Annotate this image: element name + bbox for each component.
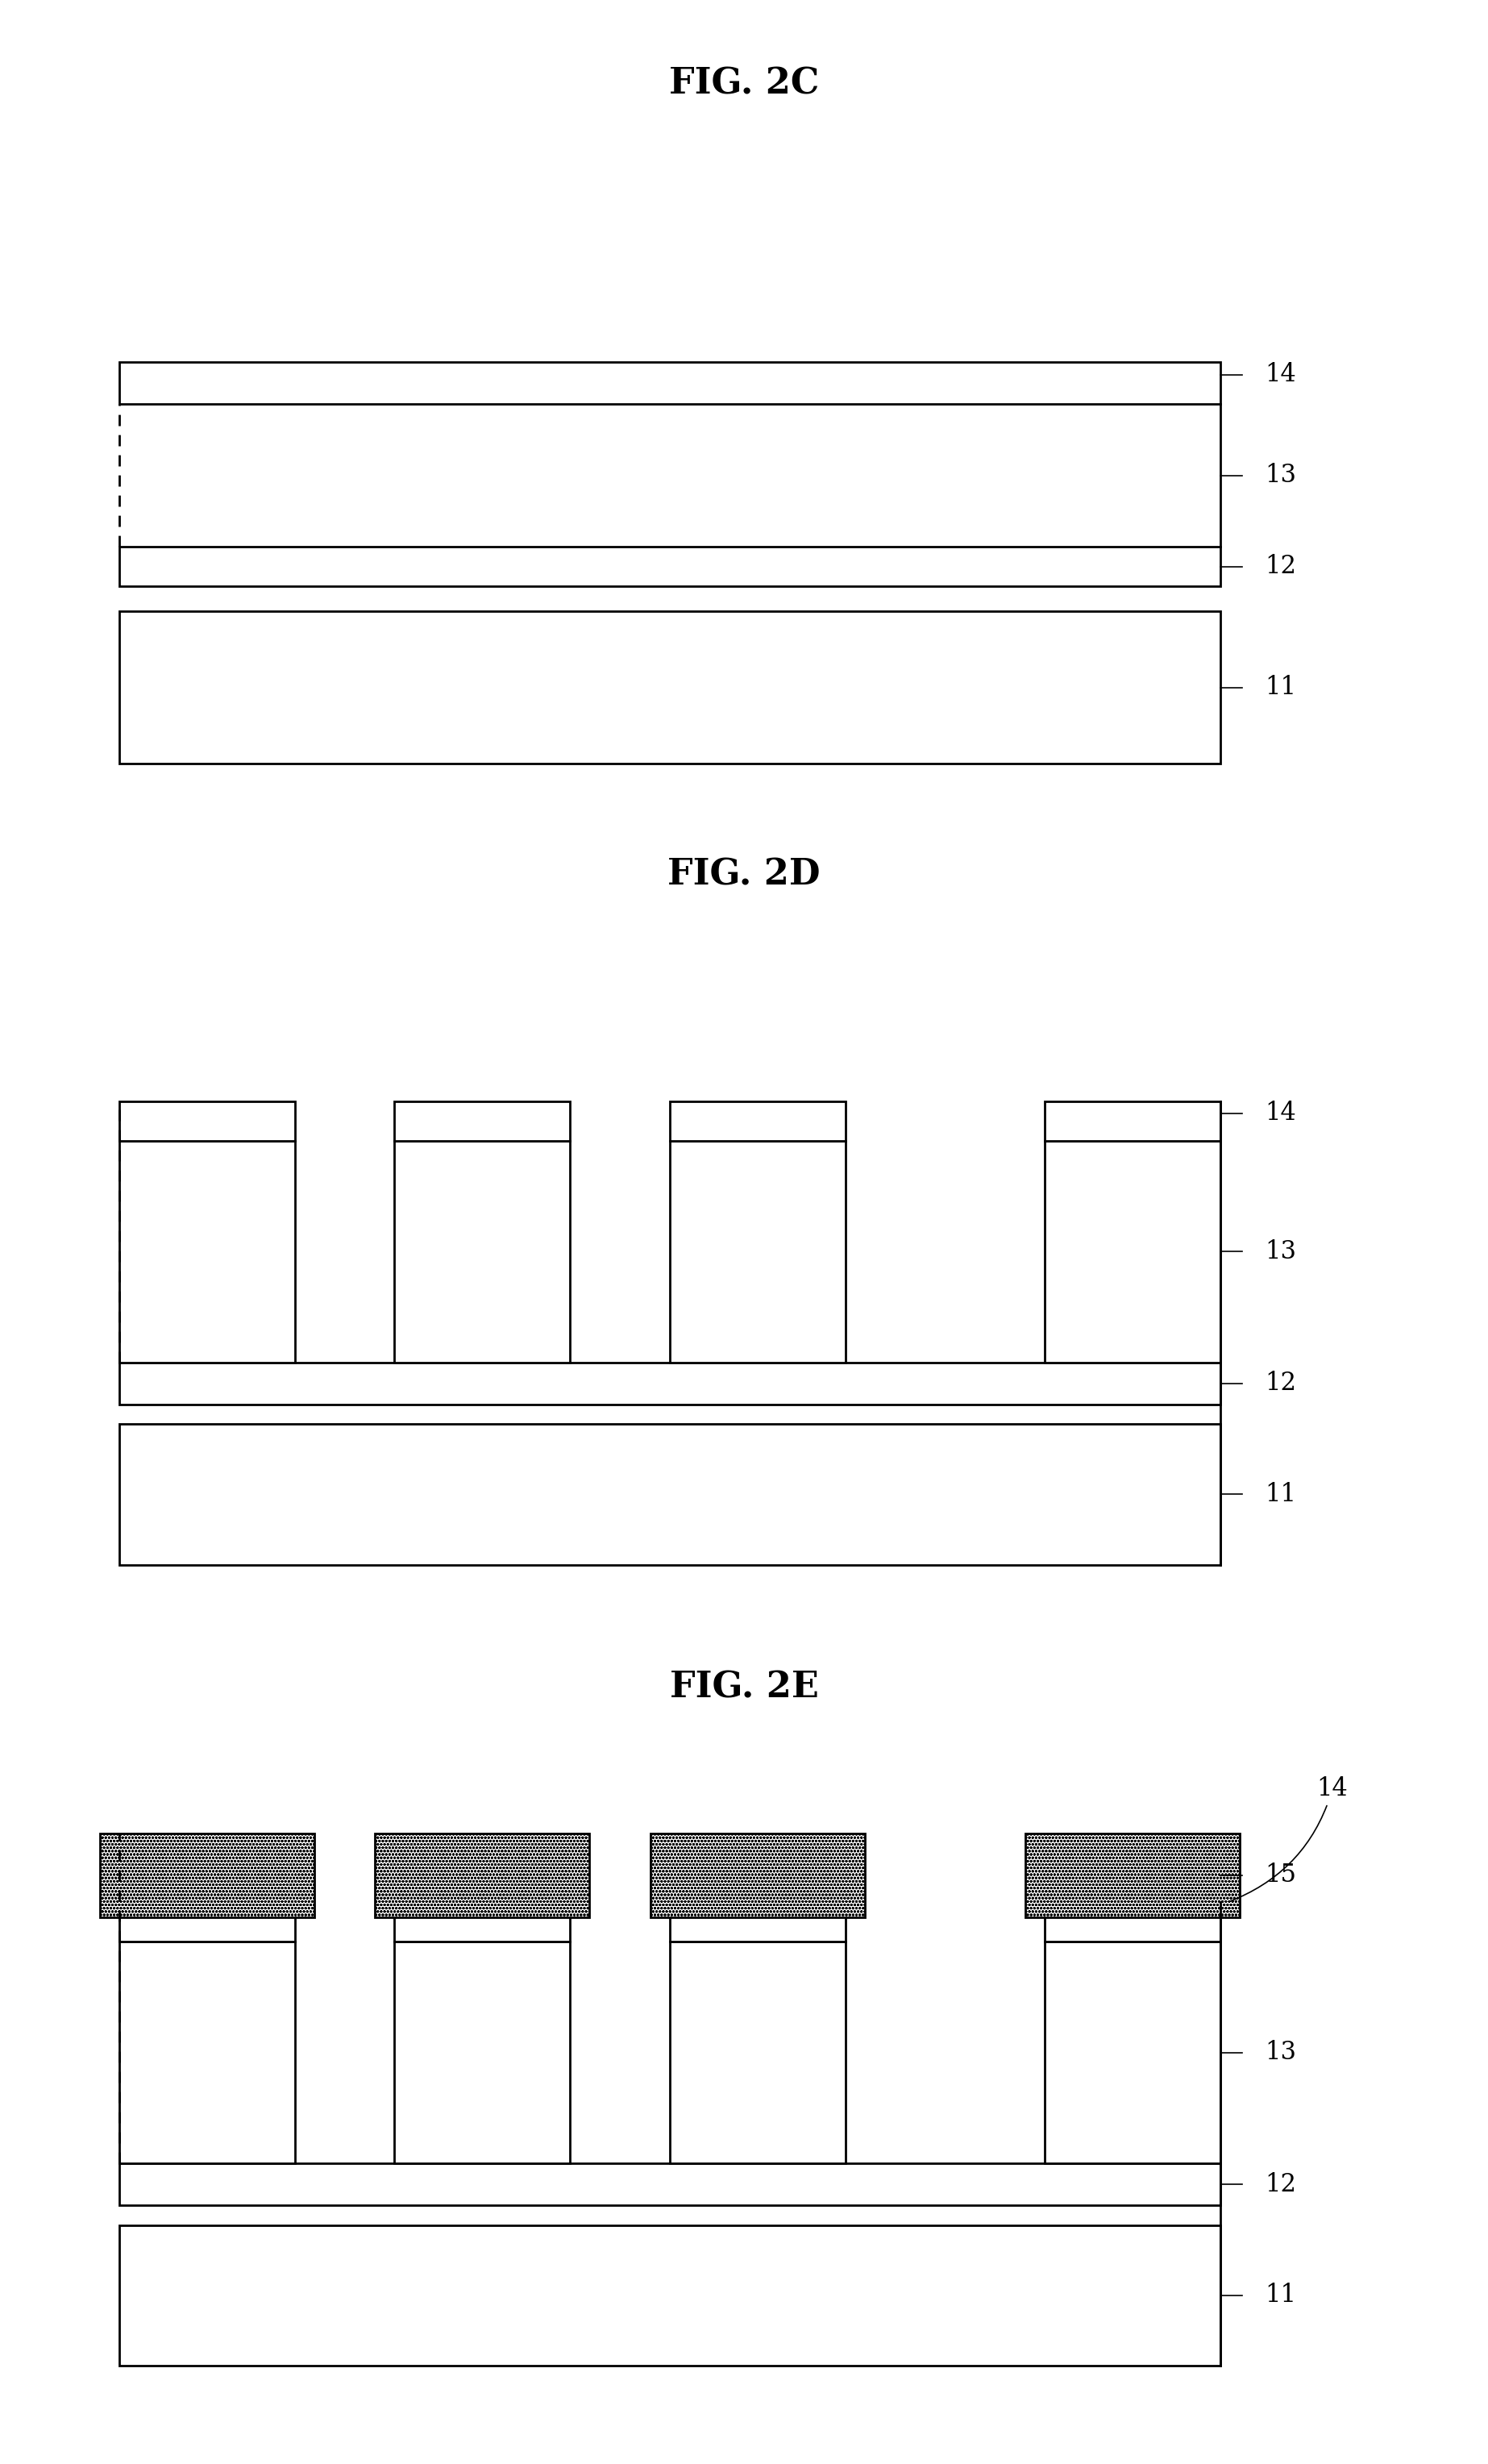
- Bar: [1025, 1833, 1240, 1917]
- Bar: [119, 2163, 1220, 2205]
- Bar: [119, 547, 1220, 586]
- Text: 12: 12: [1265, 554, 1296, 579]
- Bar: [1045, 1141, 1220, 1363]
- Bar: [670, 1101, 845, 1141]
- Text: 14: 14: [1265, 362, 1296, 387]
- Text: 11: 11: [1265, 675, 1296, 700]
- Bar: [1045, 1902, 1220, 1942]
- Text: 13: 13: [1265, 463, 1296, 488]
- Bar: [1045, 1942, 1220, 2163]
- Text: 11: 11: [1265, 2282, 1296, 2309]
- Text: 12: 12: [1265, 2171, 1296, 2198]
- Text: 11: 11: [1265, 1481, 1296, 1508]
- Text: FIG. 2E: FIG. 2E: [670, 1671, 818, 1705]
- Text: 13: 13: [1265, 2040, 1296, 2065]
- Text: 15: 15: [1265, 1863, 1296, 1887]
- Bar: [394, 1942, 570, 2163]
- Bar: [394, 1101, 570, 1141]
- Bar: [375, 1833, 589, 1917]
- Text: 14: 14: [1265, 1101, 1296, 1126]
- Bar: [119, 1902, 295, 1942]
- Bar: [119, 1363, 1220, 1404]
- Bar: [100, 1833, 314, 1917]
- Bar: [394, 1902, 570, 1942]
- Bar: [119, 1141, 295, 1363]
- Bar: [670, 1942, 845, 2163]
- Bar: [1045, 1101, 1220, 1141]
- Text: 14: 14: [1229, 1777, 1348, 1902]
- Bar: [670, 1141, 845, 1363]
- Bar: [119, 1942, 295, 2163]
- Bar: [650, 1833, 865, 1917]
- Text: FIG. 2D: FIG. 2D: [668, 857, 820, 892]
- Bar: [670, 1902, 845, 1942]
- Bar: [119, 362, 1220, 404]
- Text: 13: 13: [1265, 1239, 1296, 1264]
- Bar: [119, 611, 1220, 764]
- Text: 12: 12: [1265, 1370, 1296, 1397]
- Bar: [394, 1141, 570, 1363]
- Bar: [119, 2225, 1220, 2365]
- Text: FIG. 2C: FIG. 2C: [670, 67, 818, 101]
- Bar: [119, 1424, 1220, 1565]
- Bar: [119, 1101, 295, 1141]
